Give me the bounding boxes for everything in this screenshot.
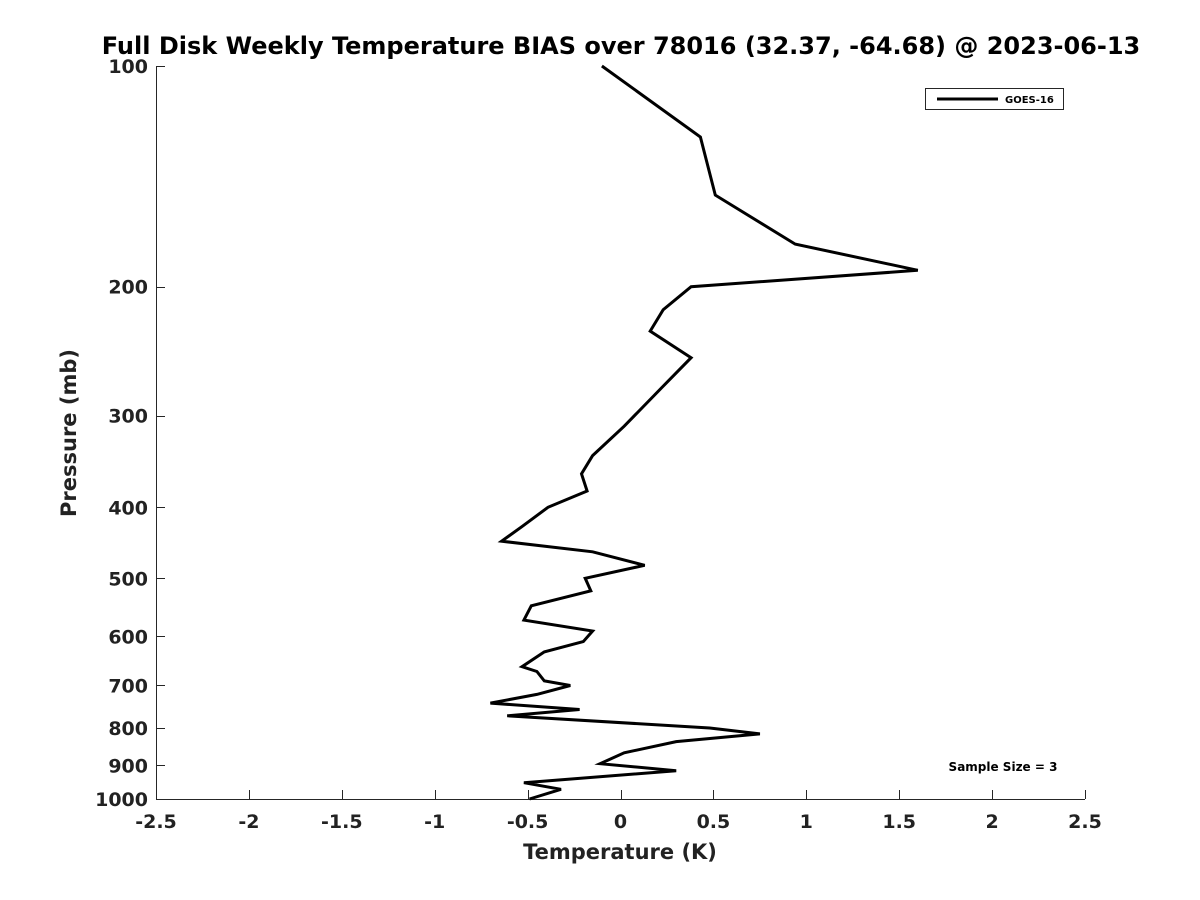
- x-axis-label: Temperature (K): [523, 840, 717, 864]
- legend-label-goes-16: GOES-16: [1005, 95, 1054, 106]
- series-line-goes-16: [490, 64, 919, 801]
- x-tick-label: 1: [800, 811, 813, 833]
- x-tick-label: 2.5: [1068, 811, 1102, 833]
- x-axis-ticks: -2.5 -2 -1.5 -1 -0.5 0 0.5 1 1.5 2 2.5: [135, 790, 1102, 833]
- x-tick-label: -2: [238, 811, 259, 833]
- x-tick-label: -2.5: [135, 811, 177, 833]
- x-tick-label: 0: [614, 811, 627, 833]
- plot-area: [156, 66, 1085, 799]
- y-tick-label: 700: [108, 675, 148, 697]
- y-tick-label: 300: [108, 406, 148, 428]
- x-tick-label: -0.5: [507, 811, 549, 833]
- x-tick-label: -1.5: [321, 811, 363, 833]
- x-tick-label: -1: [424, 811, 445, 833]
- chart-title: Full Disk Weekly Temperature BIAS over 7…: [102, 32, 1141, 60]
- y-tick-label: 200: [108, 277, 148, 299]
- y-tick-label: 900: [108, 755, 148, 777]
- y-tick-label: 500: [108, 568, 148, 590]
- y-axis-ticks: 100 200 300 400 500 600 700 800 900 1000: [95, 56, 165, 811]
- sample-size-annotation: Sample Size = 3: [949, 760, 1058, 774]
- y-tick-label: 100: [108, 56, 148, 78]
- legend: GOES-16: [925, 88, 1064, 110]
- y-tick-label: 600: [108, 626, 148, 648]
- series-layer: [490, 64, 919, 801]
- y-tick-label: 800: [108, 718, 148, 740]
- y-tick-label: 400: [108, 497, 148, 519]
- x-tick-label: 0.5: [697, 811, 731, 833]
- y-tick-label: 1000: [95, 789, 148, 811]
- y-axis-label: Pressure (mb): [57, 349, 81, 517]
- x-tick-label: 1.5: [882, 811, 916, 833]
- x-tick-label: 2: [985, 811, 998, 833]
